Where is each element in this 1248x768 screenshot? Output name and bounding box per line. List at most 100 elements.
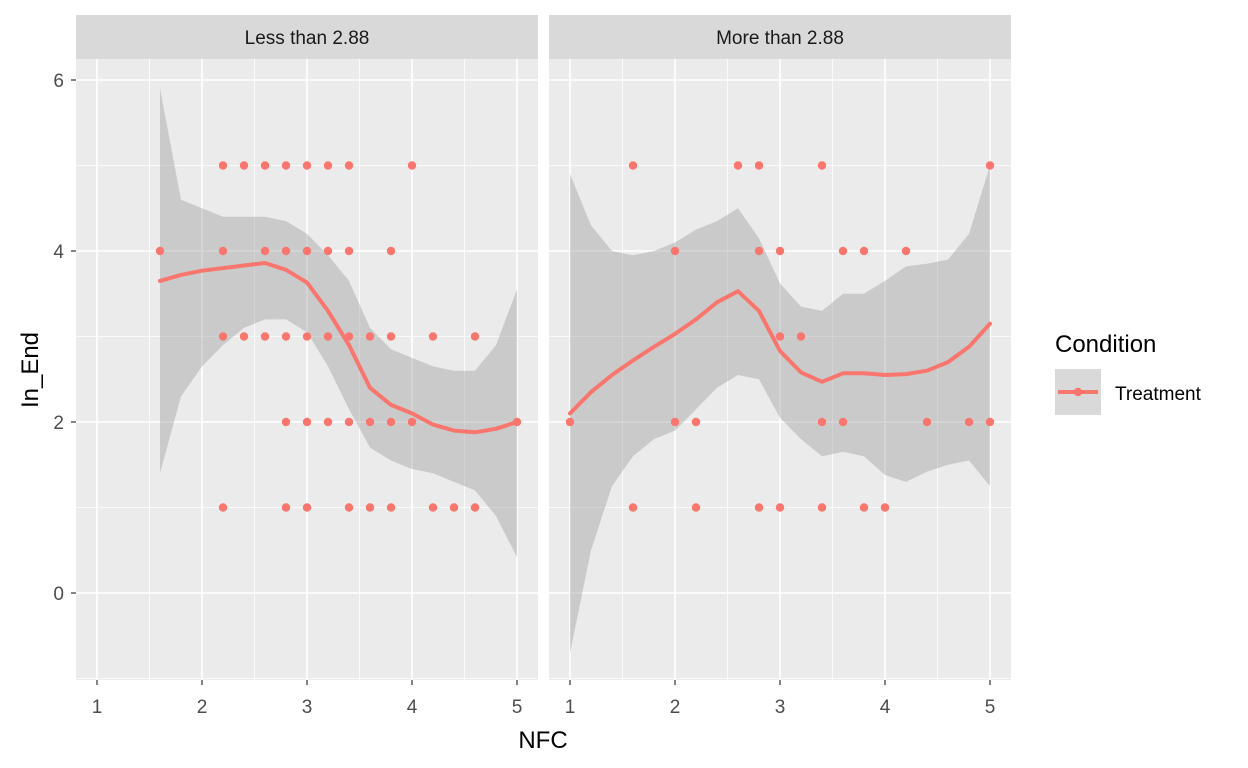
data-point: [985, 161, 995, 170]
data-point: [470, 332, 480, 341]
data-point: [218, 503, 228, 512]
legend-entry-treatment: Treatment: [1115, 384, 1202, 405]
data-point: [323, 332, 333, 341]
x-tick-label: 1: [92, 697, 103, 718]
data-point: [281, 332, 291, 341]
data-point: [302, 417, 312, 427]
data-point: [302, 246, 312, 256]
data-point: [239, 332, 249, 341]
data-point: [155, 246, 165, 256]
data-point: [859, 246, 869, 256]
data-point: [344, 417, 354, 427]
data-point: [754, 246, 764, 256]
legend: Condition Treatment: [1055, 331, 1202, 415]
data-point: [344, 246, 354, 256]
data-point: [838, 246, 848, 256]
data-point: [386, 332, 396, 341]
x-axis-right: 1 2 3 4 5: [565, 680, 996, 718]
data-point: [449, 503, 459, 512]
legend-title: Condition: [1055, 331, 1156, 358]
data-point: [691, 417, 701, 427]
data-point: [365, 332, 375, 341]
confidence-band: [160, 88, 517, 558]
x-axis-title: NFC: [518, 727, 567, 754]
x-tick-label: 3: [775, 697, 786, 718]
data-point: [386, 503, 396, 512]
x-tick-label: 2: [197, 697, 208, 718]
data-point: [281, 503, 291, 512]
y-tick-label: 2: [53, 413, 64, 434]
data-point: [691, 503, 701, 512]
data-point: [323, 417, 333, 427]
data-point: [628, 503, 638, 512]
data-point: [281, 246, 291, 256]
data-point: [260, 332, 270, 341]
x-tick-label: 4: [880, 697, 891, 718]
data-point: [733, 161, 743, 170]
strip-background-right: [549, 15, 1011, 59]
data-point: [775, 332, 785, 341]
data-point: [838, 417, 848, 427]
data-point: [964, 417, 974, 427]
data-point: [365, 417, 375, 427]
data-point: [628, 161, 638, 170]
data-point: [218, 161, 228, 170]
y-tick-label: 6: [53, 71, 64, 92]
data-point: [386, 246, 396, 256]
data-point: [323, 161, 333, 170]
data-point: [218, 332, 228, 341]
data-point: [407, 417, 417, 427]
data-point: [260, 246, 270, 256]
smooth-line: [158, 261, 519, 435]
data-point: [775, 503, 785, 512]
data-point: [796, 332, 806, 341]
y-axis-title: In_End: [17, 332, 44, 408]
data-point: [302, 332, 312, 341]
points-left: [155, 161, 522, 512]
data-point: [407, 161, 417, 170]
data-point: [901, 246, 911, 256]
y-tick-label: 4: [53, 242, 64, 263]
data-point: [428, 332, 438, 341]
data-point: [344, 161, 354, 170]
data-point: [260, 161, 270, 170]
data-point: [754, 161, 764, 170]
strip-background-left: [76, 15, 538, 59]
data-point: [880, 503, 890, 512]
x-tick-label: 1: [565, 697, 576, 718]
x-tick-label: 5: [985, 697, 996, 718]
data-point: [817, 417, 827, 427]
strip-label-left: Less than 2.88: [245, 28, 370, 49]
data-point: [281, 417, 291, 427]
facet-panel-more-than: More than 2.88 1 2 3 4 5: [549, 15, 1011, 718]
data-point: [670, 417, 680, 427]
smooth-line-right: [568, 289, 992, 416]
facet-panel-less-than: Less than 2.88 1 2 3 4 5: [76, 15, 538, 718]
x-tick-label: 3: [302, 697, 313, 718]
smooth-line-left: [158, 261, 519, 435]
data-point: [428, 503, 438, 512]
data-point: [565, 417, 575, 427]
strip-label-right: More than 2.88: [716, 28, 844, 49]
confidence-band: [570, 165, 990, 653]
x-axis-left: 1 2 3 4 5: [92, 680, 522, 718]
data-point: [302, 503, 312, 512]
data-point: [281, 161, 291, 170]
x-tick-label: 2: [670, 697, 681, 718]
data-point: [670, 246, 680, 256]
data-point: [239, 161, 249, 170]
data-point: [386, 417, 396, 427]
data-point: [365, 503, 375, 512]
data-point: [302, 161, 312, 170]
y-axis: 0 2 4 6: [53, 71, 76, 605]
data-point: [985, 417, 995, 427]
data-point: [859, 503, 869, 512]
y-tick-label: 0: [53, 584, 64, 605]
smooth-line: [568, 289, 992, 416]
points-right: [565, 161, 995, 512]
data-point: [344, 503, 354, 512]
x-tick-label: 4: [407, 697, 418, 718]
confidence-band-left: [160, 88, 517, 558]
data-point: [775, 246, 785, 256]
confidence-band-right: [570, 165, 990, 653]
